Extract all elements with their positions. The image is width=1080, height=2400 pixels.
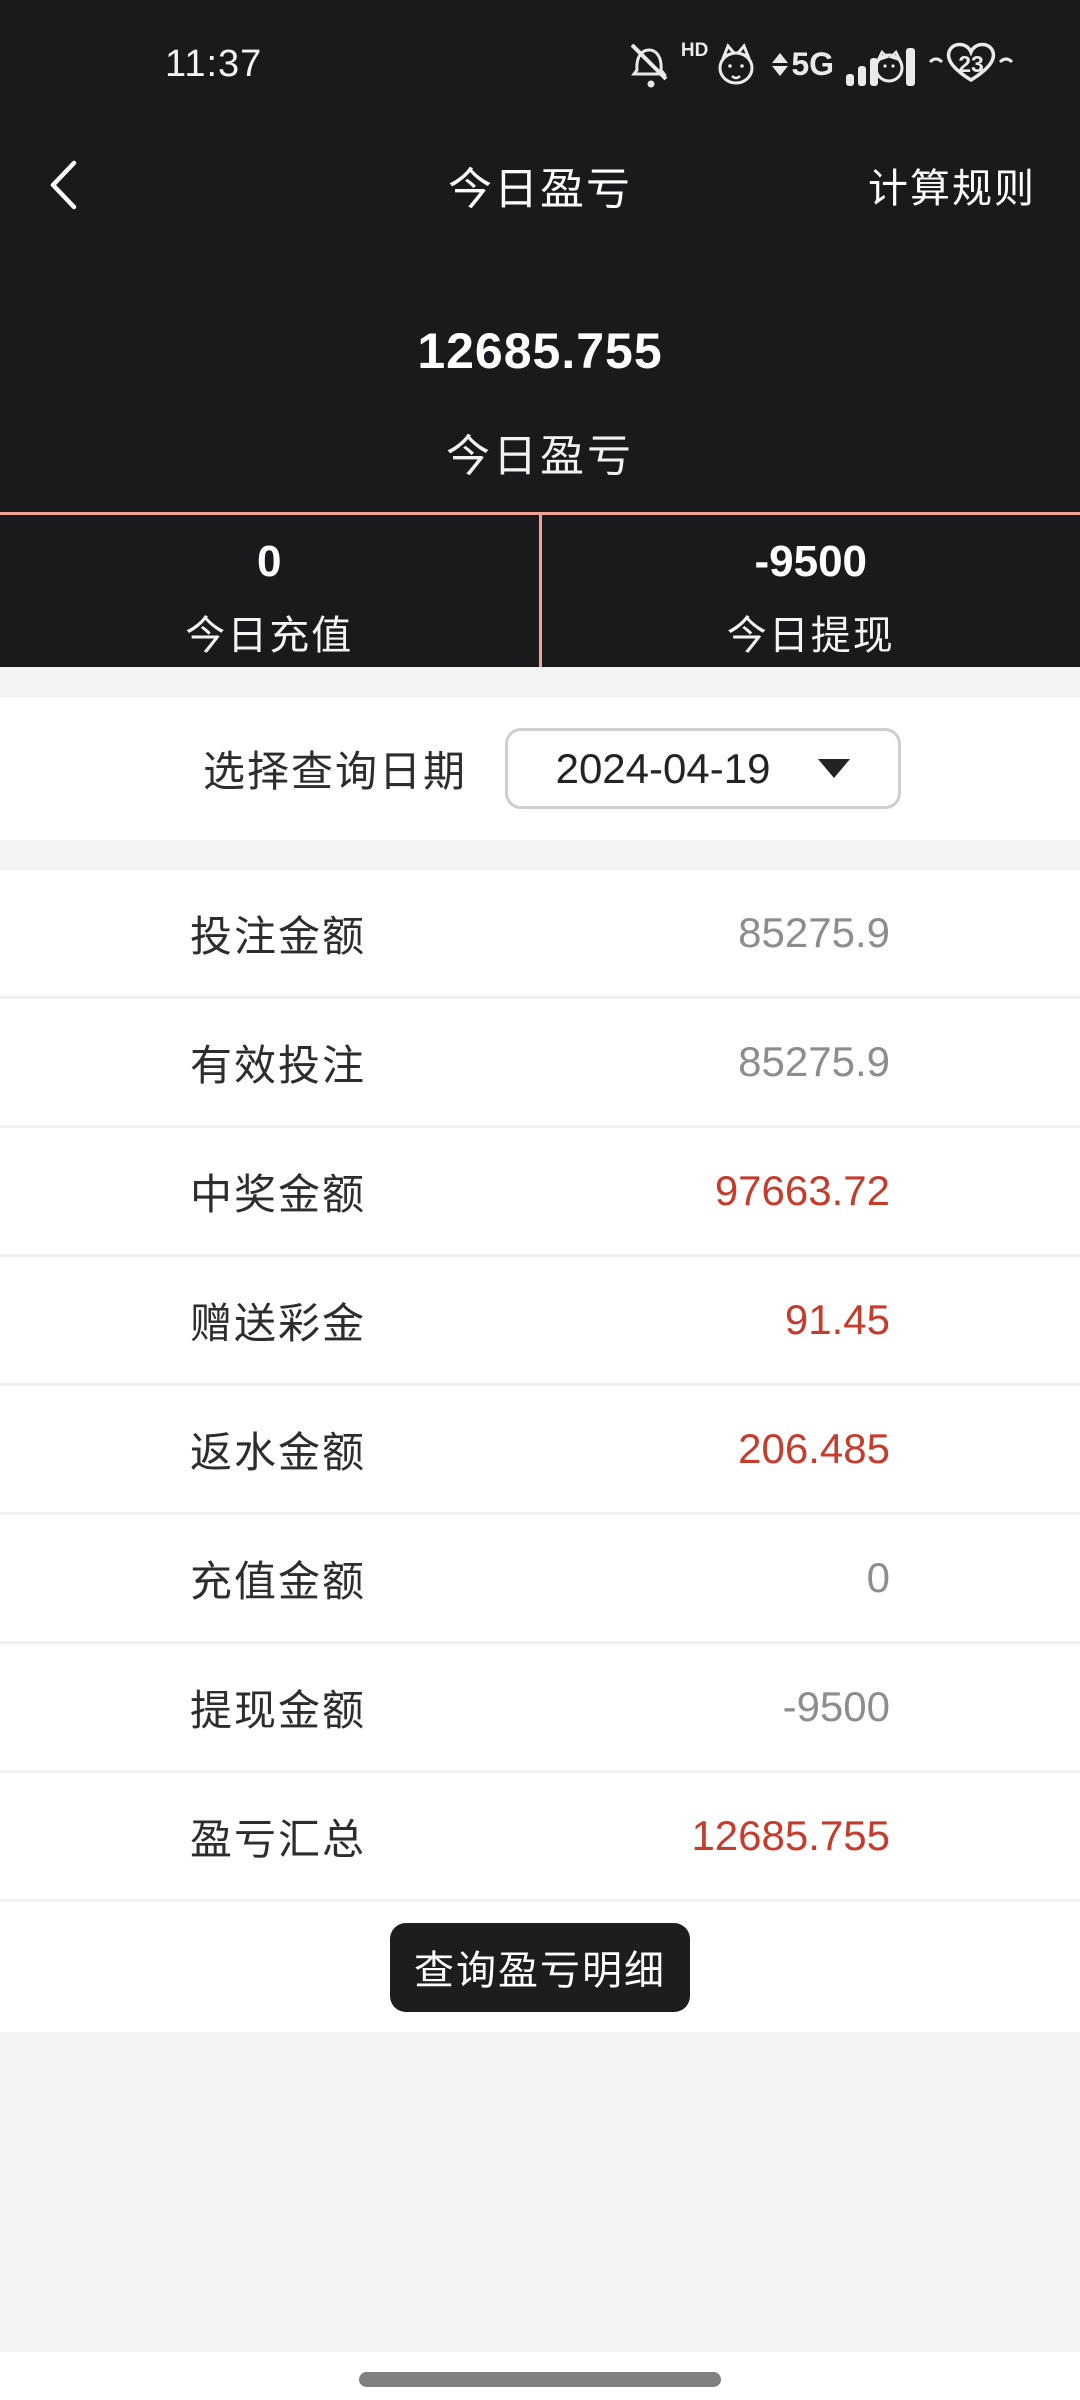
back-button[interactable] xyxy=(44,156,82,214)
row-label: 充值金额 xyxy=(190,1557,367,1605)
row-label: 赠送彩金 xyxy=(190,1299,367,1347)
chevron-down-icon xyxy=(818,759,851,778)
row-value: -9500 xyxy=(782,1683,890,1730)
today-withdraw-value: -9500 xyxy=(754,537,868,586)
home-strip xyxy=(0,2352,1080,2400)
network-5g-icon: 5G xyxy=(772,46,834,83)
cat-icon xyxy=(718,43,754,85)
today-stats-panel: 0 今日充值 -9500 今日提现 xyxy=(0,512,1080,667)
query-detail-button[interactable]: 查询盈亏明细 xyxy=(390,1922,690,2012)
header-panel: 11:37 HD xyxy=(0,0,1080,512)
row-label: 提现金额 xyxy=(190,1686,367,1734)
date-picker-row: 选择查询日期 2024-04-19 xyxy=(0,697,1080,840)
table-row: 充值金额 0 xyxy=(0,1515,1080,1644)
date-select-value: 2024-04-19 xyxy=(555,744,771,792)
row-value: 0 xyxy=(866,1554,890,1601)
table-row: 中奖金额 97663.72 xyxy=(0,1128,1080,1257)
row-value: 12685.755 xyxy=(691,1812,890,1859)
table-row: 有效投注 85275.9 xyxy=(0,999,1080,1128)
home-indicator[interactable] xyxy=(359,2372,721,2387)
table-row: 返水金额 206.485 xyxy=(0,1386,1080,1515)
detail-list: 投注金额 85275.9 有效投注 85275.9 中奖金额 97663.72 … xyxy=(0,870,1080,1902)
table-row: 投注金额 85275.9 xyxy=(0,870,1080,999)
date-select[interactable]: 2024-04-19 xyxy=(505,728,902,809)
battery-icon: 23 xyxy=(928,38,1014,90)
row-label: 盈亏汇总 xyxy=(190,1815,367,1863)
divider-gap xyxy=(0,667,1080,697)
today-profit-amount: 12685.755 xyxy=(417,323,663,379)
row-label: 中奖金额 xyxy=(190,1170,367,1218)
status-icons: HD 5G xyxy=(627,38,1014,90)
divider-gap xyxy=(0,840,1080,870)
button-row: 查询盈亏明细 xyxy=(0,1902,1080,2032)
volte-hd-icon: HD xyxy=(681,38,762,90)
row-value: 97663.72 xyxy=(714,1167,890,1214)
row-label: 投注金额 xyxy=(190,912,367,960)
bottom-spacer xyxy=(0,2032,1080,2352)
row-label: 返水金额 xyxy=(190,1428,367,1476)
row-value: 91.45 xyxy=(784,1296,890,1343)
signal-strength-icon xyxy=(846,48,915,86)
table-row: 提现金额 -9500 xyxy=(0,1644,1080,1773)
today-profit-label: 今日盈亏 xyxy=(446,432,634,481)
page-title: 今日盈亏 xyxy=(448,165,632,214)
row-value: 85275.9 xyxy=(738,909,890,956)
status-bar: 11:37 HD xyxy=(0,0,1080,110)
today-withdraw-cell: -9500 今日提现 xyxy=(538,515,1080,667)
row-value: 85275.9 xyxy=(738,1038,890,1085)
notification-muted-icon xyxy=(630,43,668,88)
clock: 11:37 xyxy=(165,42,263,85)
today-recharge-value: 0 xyxy=(257,537,282,586)
nav-bar: 今日盈亏 计算规则 xyxy=(0,110,1080,260)
row-value: 206.485 xyxy=(738,1425,890,1472)
date-picker-label: 选择查询日期 xyxy=(203,748,468,795)
row-label: 有效投注 xyxy=(190,1041,367,1089)
table-row: 赠送彩金 91.45 xyxy=(0,1257,1080,1386)
table-row: 盈亏汇总 12685.755 xyxy=(0,1773,1080,1902)
today-recharge-cell: 0 今日充值 xyxy=(0,515,539,667)
calculation-rules-link[interactable]: 计算规则 xyxy=(868,167,1036,211)
battery-percent: 23 xyxy=(958,51,984,78)
today-recharge-label: 今日充值 xyxy=(185,614,354,658)
back-chevron-icon xyxy=(50,160,77,210)
today-withdraw-label: 今日提现 xyxy=(726,614,895,658)
